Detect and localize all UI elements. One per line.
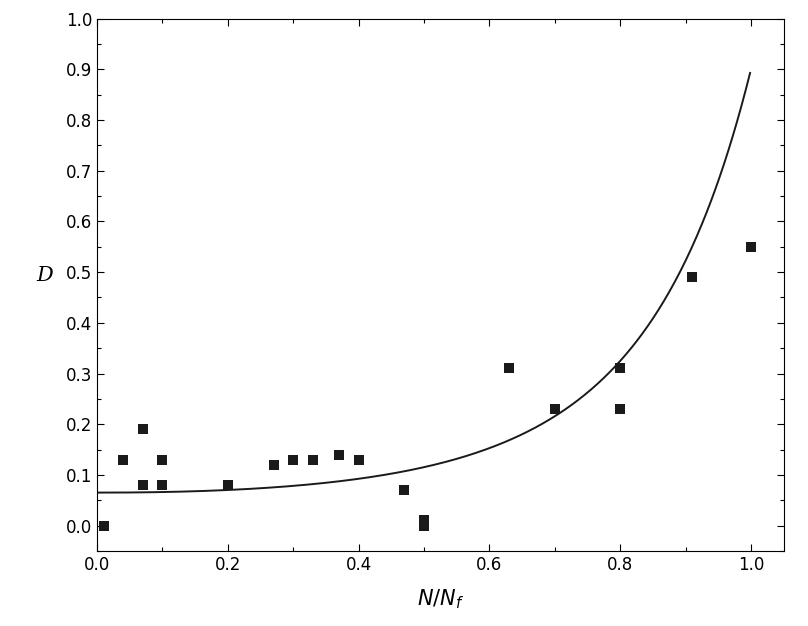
Point <box>267 459 280 470</box>
X-axis label: $\mathit{N/N_f}$: $\mathit{N/N_f}$ <box>417 588 464 611</box>
Point <box>287 454 300 464</box>
Point <box>156 454 169 464</box>
Point <box>137 480 149 490</box>
Point <box>503 364 516 374</box>
Point <box>614 364 627 374</box>
Point <box>398 485 410 495</box>
Point <box>333 449 346 459</box>
Point <box>97 521 110 531</box>
Y-axis label: D: D <box>36 266 53 285</box>
Point <box>306 454 319 464</box>
Point <box>352 454 365 464</box>
Point <box>221 480 234 490</box>
Point <box>614 404 627 414</box>
Point <box>549 404 562 414</box>
Point <box>116 454 129 464</box>
Point <box>137 424 149 434</box>
Point <box>418 515 431 525</box>
Point <box>418 521 431 531</box>
Point <box>156 480 169 490</box>
Point <box>686 272 699 282</box>
Point <box>745 242 758 252</box>
